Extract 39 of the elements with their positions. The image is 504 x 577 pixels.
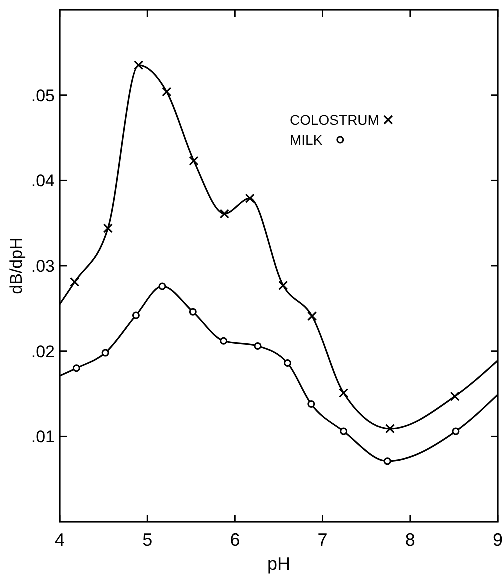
point [220, 337, 228, 345]
y-axis-title: dB/dpH [7, 238, 26, 294]
point [162, 87, 172, 97]
point [102, 349, 110, 357]
point [308, 400, 316, 408]
y-tick-label: .04 [31, 172, 55, 191]
point [158, 282, 166, 290]
point [132, 312, 140, 320]
x-tick-label: 5 [142, 530, 153, 550]
x-tick-label: 7 [318, 530, 328, 550]
point [189, 308, 197, 316]
x-tick-label: 9 [492, 530, 504, 550]
y-tick-label: .03 [31, 257, 55, 276]
point [220, 209, 230, 219]
point [278, 280, 288, 290]
point [254, 342, 262, 350]
point [339, 388, 349, 398]
point [385, 424, 396, 434]
y-tick-label: .05 [31, 86, 55, 106]
point [103, 224, 113, 234]
point [134, 60, 144, 70]
point [384, 458, 392, 466]
point [340, 428, 348, 436]
y-tick-label: .02 [31, 342, 55, 362]
point [245, 194, 255, 204]
x-tick-label: 8 [405, 530, 416, 550]
point [72, 364, 80, 372]
legend-label: COLOSTRUM [290, 112, 380, 128]
x-tick-label: 6 [230, 530, 240, 550]
x-tick-label: 4 [54, 530, 66, 550]
point [452, 428, 460, 436]
point [70, 277, 80, 288]
point [450, 392, 460, 402]
point [307, 312, 318, 322]
y-tick-label: .01 [31, 428, 55, 447]
legend-label: MILK [290, 132, 324, 148]
point [189, 156, 199, 166]
x-axis-title: pH [267, 554, 291, 574]
point [284, 360, 292, 368]
